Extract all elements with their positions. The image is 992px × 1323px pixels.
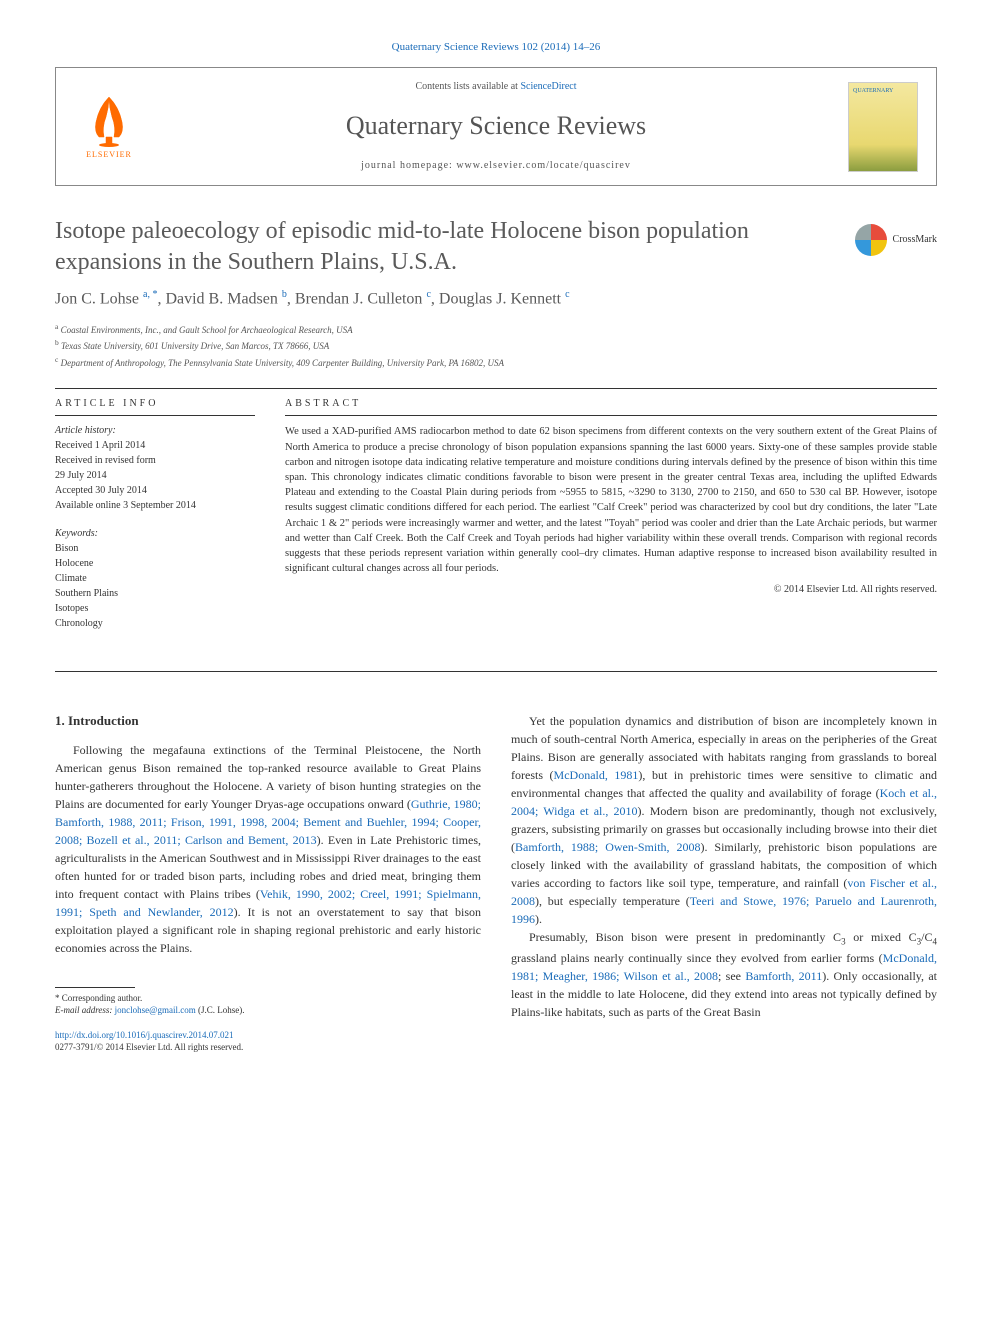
elsevier-label: ELSEVIER xyxy=(86,149,132,160)
email-name: (J.C. Lohse). xyxy=(196,1005,245,1015)
intro-para-1: Following the megafauna extinctions of t… xyxy=(55,741,481,957)
affiliations: a Coastal Environments, Inc., and Gault … xyxy=(55,321,937,371)
article-title: Isotope paleoecology of episodic mid-to-… xyxy=(55,216,835,278)
keywords-text: BisonHoloceneClimateSouthern PlainsIsoto… xyxy=(55,541,255,631)
divider-lower xyxy=(55,671,937,672)
journal-cover-thumbnail[interactable]: QUATERNARY xyxy=(848,82,918,172)
homepage-line: journal homepage: www.elsevier.com/locat… xyxy=(144,159,848,173)
history-label: Article history: xyxy=(55,424,255,438)
p3-m3: grassland plains nearly continually sinc… xyxy=(511,951,883,965)
abstract-copyright: © 2014 Elsevier Ltd. All rights reserved… xyxy=(285,583,937,597)
body-column-left: 1. Introduction Following the megafauna … xyxy=(55,712,481,1054)
top-citation: Quaternary Science Reviews 102 (2014) 14… xyxy=(55,40,937,55)
homepage-url[interactable]: www.elsevier.com/locate/quascirev xyxy=(456,160,631,171)
homepage-prefix: journal homepage: xyxy=(361,160,456,171)
p3-s3: 4 xyxy=(933,937,938,947)
p3-pre: Presumably, Bison bison were present in … xyxy=(529,930,841,944)
refs-link-5[interactable]: Bamforth, 1988; Owen-Smith, 2008 xyxy=(515,840,700,854)
article-info-column: ARTICLE INFO Article history: Received 1… xyxy=(55,397,255,631)
divider xyxy=(55,388,937,389)
article-info-header: ARTICLE INFO xyxy=(55,397,255,411)
abstract-column: ABSTRACT We used a XAD-purified AMS radi… xyxy=(285,397,937,631)
email-link[interactable]: jonclohse@gmail.com xyxy=(115,1005,196,1015)
p2-post: ). xyxy=(535,912,542,926)
sciencedirect-link[interactable]: ScienceDirect xyxy=(520,81,576,92)
refs-link-9[interactable]: Bamforth, 2011 xyxy=(745,969,822,983)
doi-block: http://dx.doi.org/10.1016/j.quascirev.20… xyxy=(55,1029,481,1054)
footnote-divider xyxy=(55,987,135,988)
p3-m1: or mixed C xyxy=(846,930,917,944)
cover-label: QUATERNARY xyxy=(853,87,893,95)
info-divider xyxy=(55,415,255,416)
elsevier-tree-icon xyxy=(84,92,134,147)
issn-line: 0277-3791/© 2014 Elsevier Ltd. All right… xyxy=(55,1042,243,1052)
abstract-header: ABSTRACT xyxy=(285,397,937,411)
elsevier-logo[interactable]: ELSEVIER xyxy=(74,87,144,167)
authors-line: Jon C. Lohse a, *, David B. Madsen b, Br… xyxy=(55,288,937,311)
contents-prefix: Contents lists available at xyxy=(415,81,520,92)
crossmark-badge[interactable]: CrossMark xyxy=(855,224,937,256)
corresponding-author-note: * Corresponding author. xyxy=(55,992,481,1005)
crossmark-label: CrossMark xyxy=(893,233,937,247)
journal-name: Quaternary Science Reviews xyxy=(144,108,848,144)
keywords-label: Keywords: xyxy=(55,527,255,541)
doi-link[interactable]: http://dx.doi.org/10.1016/j.quascirev.20… xyxy=(55,1030,234,1040)
p3-m4: ; see xyxy=(718,969,745,983)
p2-m4: ), but especially temperature ( xyxy=(535,894,690,908)
abstract-text: We used a XAD-purified AMS radiocarbon m… xyxy=(285,424,937,576)
history-text: Received 1 April 2014Received in revised… xyxy=(55,438,255,513)
refs-link-3[interactable]: McDonald, 1981 xyxy=(554,768,639,782)
email-footnote: E-mail address: jonclohse@gmail.com (J.C… xyxy=(55,1004,481,1017)
body-column-right: Yet the population dynamics and distribu… xyxy=(511,712,937,1054)
section-1-heading: 1. Introduction xyxy=(55,712,481,730)
intro-para-3: Presumably, Bison bison were present in … xyxy=(511,928,937,1021)
abstract-divider xyxy=(285,415,937,416)
p3-m2: /C xyxy=(921,930,932,944)
intro-para-2: Yet the population dynamics and distribu… xyxy=(511,712,937,928)
journal-header-box: ELSEVIER Contents lists available at Sci… xyxy=(55,67,937,185)
contents-line: Contents lists available at ScienceDirec… xyxy=(144,80,848,94)
crossmark-icon xyxy=(855,224,887,256)
email-label: E-mail address: xyxy=(55,1005,115,1015)
